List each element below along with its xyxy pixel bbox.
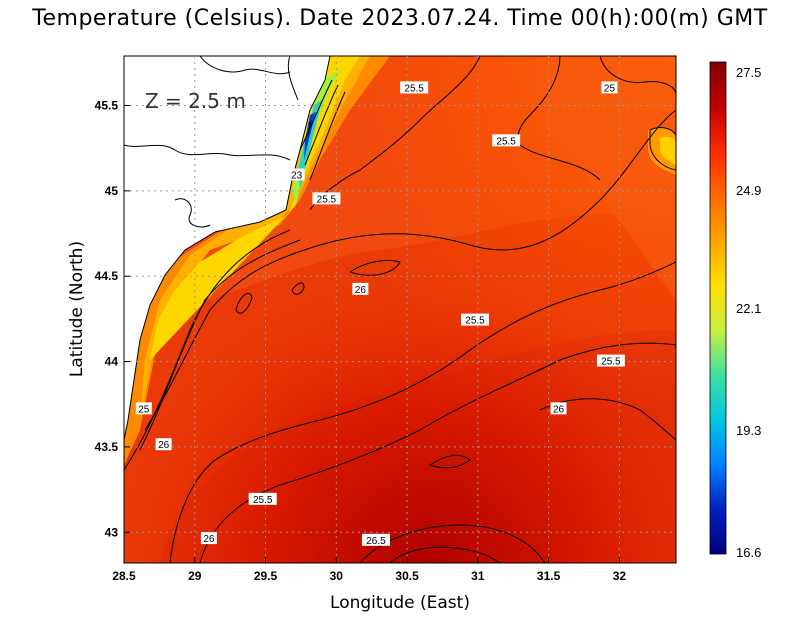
cold-core <box>292 70 340 205</box>
x-tick-label: 31 <box>471 569 485 583</box>
colorbar-tick-label: 24.9 <box>736 183 761 198</box>
x-tick-label: 28.5 <box>112 569 136 583</box>
colorbar <box>709 61 727 555</box>
contour-label: 25.5 <box>404 83 424 94</box>
contour-label: 25.5 <box>496 136 516 147</box>
plot-frame <box>123 55 677 564</box>
contour-label: 25.5 <box>317 194 337 205</box>
colorbar-tick-label: 22.1 <box>736 301 761 316</box>
contour-label-bg <box>200 532 217 545</box>
cool-patch-east <box>531 56 676 300</box>
y-tick-label: 43 <box>105 525 119 539</box>
y-axis-label: Latitude (North) <box>67 241 87 377</box>
contour-label-bg <box>312 192 341 205</box>
contour-label-bg <box>248 492 277 505</box>
x-tick-label: 32 <box>613 569 627 583</box>
contour-label: 26.5 <box>366 536 386 547</box>
colorbar-ticks: 27.5 24.9 22.1 19.3 16.6 <box>736 65 761 560</box>
contour-label: 23 <box>291 170 303 181</box>
contour-labels: 25.5 25 25.5 23 25.5 26 25.5 25.5 26 25 26 25.5 26 26… <box>135 81 625 547</box>
contour-label-bg <box>155 438 172 451</box>
contour-lines <box>124 56 676 563</box>
x-tick-label: 30 <box>330 569 344 583</box>
colorbar-tick-label: 16.6 <box>736 545 761 560</box>
contour-label: 25.5 <box>465 316 485 327</box>
colorbar-tick-label: 19.3 <box>736 423 761 438</box>
contour-label: 25 <box>138 404 150 415</box>
contour-label: 25.5 <box>253 495 273 506</box>
contour-label-bg <box>596 354 625 367</box>
contour-label-bg <box>352 282 369 295</box>
contour-label-bg <box>550 402 567 415</box>
y-tick-label: 44.5 <box>95 269 119 283</box>
contour-label: 25.5 <box>601 357 621 368</box>
x-tick-label: 31.5 <box>537 569 561 583</box>
contour-label: 26 <box>203 534 215 545</box>
y-tick-label: 45 <box>105 184 119 198</box>
y-tick-label: 44 <box>105 355 119 369</box>
map-title: Temperature (Celsius). Date 2023.07.24. … <box>32 6 768 31</box>
colorbar-tick-label: 27.5 <box>736 65 761 80</box>
contour-label-bg <box>288 168 305 181</box>
contour-label: 25 <box>604 83 616 94</box>
x-tick-label: 29.5 <box>254 569 278 583</box>
contour-label: 26 <box>355 285 367 296</box>
contour-label-bg <box>461 313 490 326</box>
contour-label: 26 <box>553 404 565 415</box>
y-tick-label: 45.5 <box>95 99 119 113</box>
contour-label-bg <box>492 134 521 147</box>
x-tick-labels: 28.5 29 29.5 30 30.5 31 31.5 32 <box>112 569 626 583</box>
x-tick-label: 29 <box>188 569 202 583</box>
contour-label-bg <box>135 402 152 415</box>
y-tick-labels: 43 43.5 44 44.5 45 45.5 <box>95 99 119 540</box>
x-axis-label: Longitude (East) <box>330 593 470 613</box>
y-tick-label: 43.5 <box>95 440 119 454</box>
contour-label-bg <box>361 533 390 546</box>
contour-label: 26 <box>158 440 170 451</box>
contour-label-bg <box>601 81 618 94</box>
coastline <box>124 56 331 441</box>
land-mass <box>124 56 330 440</box>
x-tick-label: 30.5 <box>395 569 419 583</box>
contour-label-bg <box>400 81 429 94</box>
depth-label: Z = 2.5 m <box>145 89 246 113</box>
